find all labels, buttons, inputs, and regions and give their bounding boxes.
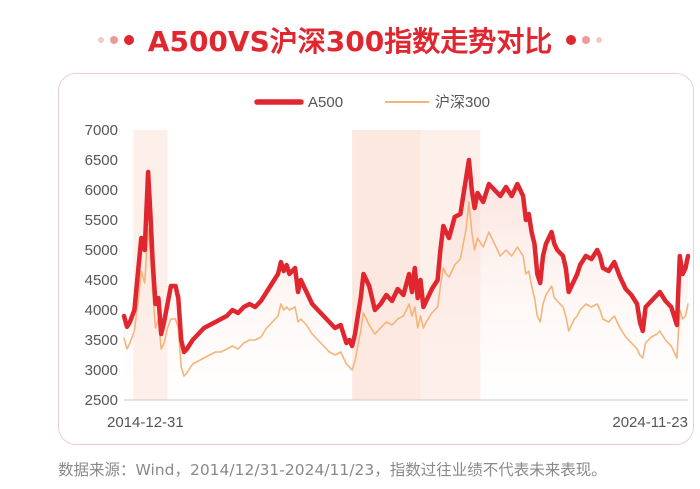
legend: A500 沪深300 bbox=[254, 94, 490, 111]
y-tick-label: 5000 bbox=[85, 242, 118, 259]
series-lines bbox=[121, 157, 691, 377]
y-tick-label: 6000 bbox=[85, 182, 118, 199]
decorative-dot-icon bbox=[596, 37, 603, 43]
source-note: 数据来源：Wind，2014/12/31-2024/11/23，指数过往业绩不代… bbox=[58, 461, 607, 479]
legend-label-a500: A500 bbox=[308, 94, 343, 111]
decorative-dot-icon bbox=[97, 37, 104, 43]
title-dots-right bbox=[566, 35, 603, 45]
decorative-dot-icon bbox=[123, 35, 134, 45]
y-tick-label: 3000 bbox=[85, 362, 118, 379]
decorative-dot-icon bbox=[109, 36, 118, 44]
decorative-dot-icon bbox=[582, 36, 591, 44]
title-bar: A500VS沪深300指数走势对比 bbox=[0, 14, 700, 66]
y-tick-label: 4500 bbox=[85, 272, 118, 289]
legend-label-csi300: 沪深300 bbox=[435, 94, 490, 111]
y-tick-label: 6500 bbox=[85, 152, 118, 169]
area-fill bbox=[124, 160, 688, 400]
y-tick-label: 4000 bbox=[85, 302, 118, 319]
y-axis-ticks: 7000 6500 6000 5500 5000 4500 4000 3500 3000 2500 bbox=[85, 122, 118, 409]
x-axis-ticks: 2014-12-31 2024-11-23 bbox=[107, 414, 688, 431]
title-dots-left bbox=[97, 35, 134, 45]
y-tick-label: 3500 bbox=[85, 332, 118, 349]
y-tick-label: 2500 bbox=[85, 392, 118, 409]
x-tick-label-start: 2014-12-31 bbox=[107, 414, 184, 431]
decorative-dot-icon bbox=[566, 35, 577, 45]
x-tick-label-end: 2024-11-23 bbox=[612, 414, 688, 431]
y-tick-label: 7000 bbox=[85, 122, 118, 139]
series-line-a500 bbox=[121, 157, 691, 355]
legend-item-csi300[interactable]: 沪深300 bbox=[385, 94, 490, 111]
page-title: A500VS沪深300指数走势对比 bbox=[147, 25, 553, 58]
a500-area bbox=[124, 160, 688, 400]
legend-item-a500[interactable]: A500 bbox=[254, 94, 343, 111]
y-tick-label: 5500 bbox=[85, 212, 118, 229]
series-line-csi300 bbox=[123, 201, 689, 377]
